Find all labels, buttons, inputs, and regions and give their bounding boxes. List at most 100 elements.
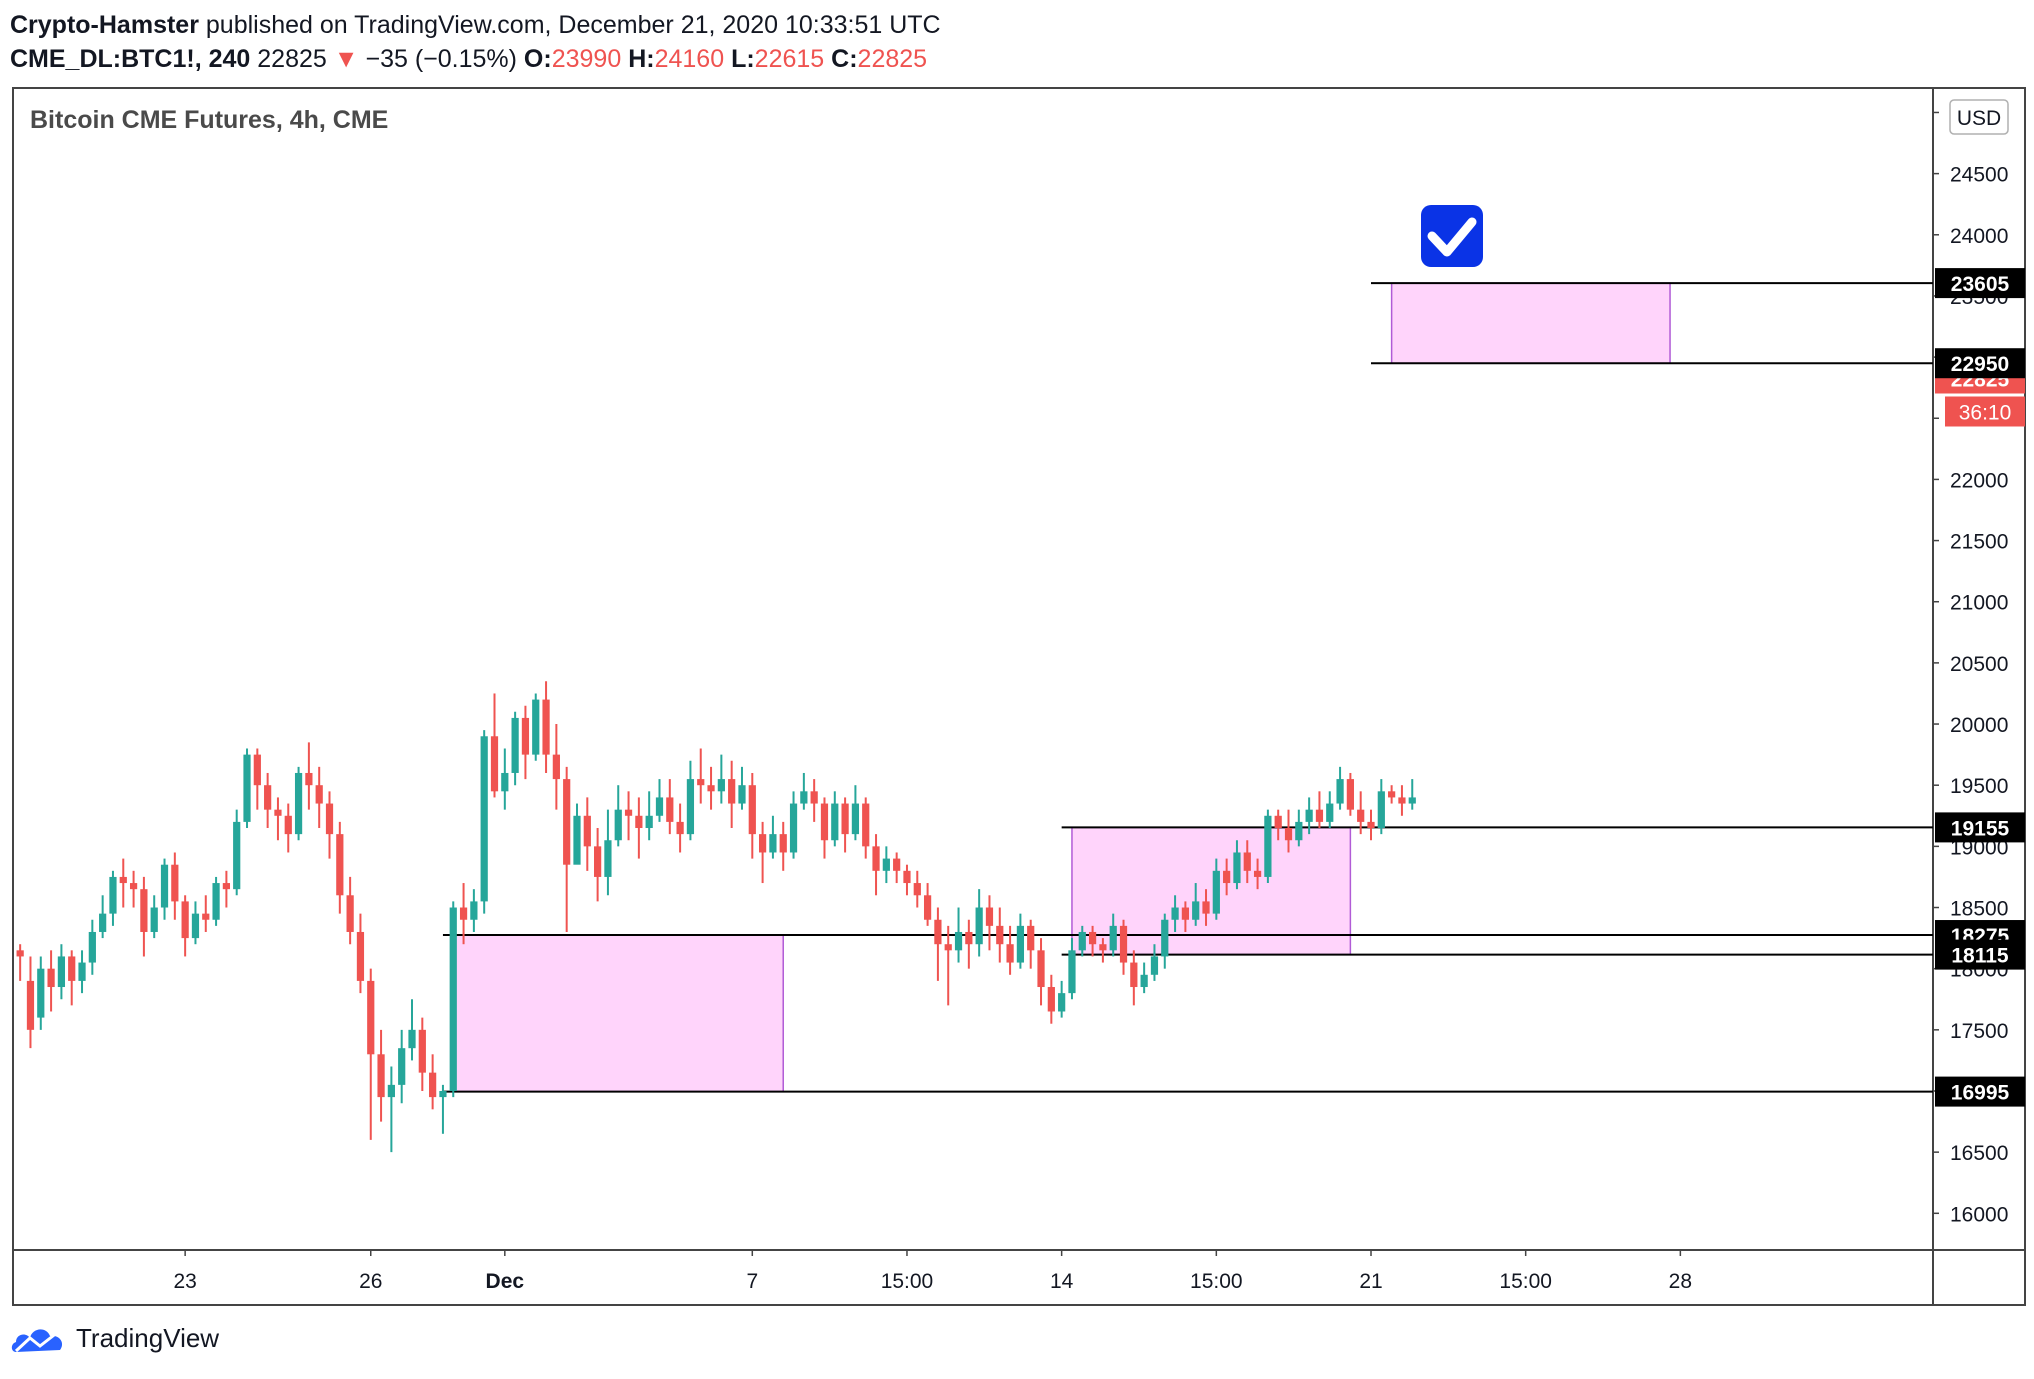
candle[interactable] [903,864,911,896]
candle[interactable] [1068,938,1076,1000]
candle[interactable] [758,821,767,884]
candle[interactable] [614,785,622,847]
candle[interactable] [171,852,179,920]
candle[interactable] [841,797,849,853]
candle[interactable] [666,779,674,835]
candle[interactable] [1047,974,1055,1024]
candle[interactable] [872,834,880,896]
candle[interactable] [1346,772,1354,816]
candle[interactable] [1398,785,1406,816]
candle[interactable] [944,925,952,1006]
candle[interactable] [356,913,365,994]
candle[interactable] [655,779,664,822]
candle[interactable] [1315,791,1324,829]
candle[interactable] [1192,883,1200,926]
candle[interactable] [697,748,705,804]
candle[interactable] [975,889,983,957]
candle[interactable] [480,730,488,914]
candle[interactable] [862,797,870,859]
candle[interactable] [985,895,994,951]
candle[interactable] [398,1029,406,1104]
candle[interactable] [99,895,107,939]
candle[interactable] [1058,980,1066,1018]
candle[interactable] [1181,901,1190,932]
candle[interactable] [583,797,591,871]
candle[interactable] [429,1054,437,1110]
candle[interactable] [501,748,509,810]
candle[interactable] [140,876,148,957]
candle[interactable] [1027,919,1035,969]
candle[interactable] [511,711,519,786]
candle[interactable] [191,901,200,945]
candle[interactable] [1016,913,1025,969]
candle[interactable] [1284,809,1293,853]
candle[interactable] [346,876,354,945]
candle[interactable] [1202,889,1210,926]
candle[interactable] [459,883,468,945]
candle[interactable] [305,742,313,810]
candle[interactable] [1233,840,1241,890]
candle[interactable] [1326,791,1334,829]
candle[interactable] [542,681,550,773]
candle[interactable] [573,803,581,865]
candle[interactable] [449,901,457,1098]
candle[interactable] [552,724,560,810]
candle[interactable] [1253,858,1262,890]
level-price-tag[interactable]: 23605 [1935,268,2025,299]
candle[interactable] [996,907,1004,963]
candle[interactable] [1099,938,1107,963]
candle[interactable] [748,772,756,859]
candle[interactable] [160,858,169,920]
candle[interactable] [1274,809,1282,841]
candle[interactable] [470,889,478,932]
candle[interactable] [37,956,45,1030]
candle[interactable] [717,754,725,804]
candle[interactable] [68,950,76,1006]
candle[interactable] [810,779,818,822]
level-price-tag[interactable]: 19155 [1935,812,2025,843]
candle[interactable] [325,791,334,859]
candle[interactable] [604,809,612,896]
candle[interactable] [1408,779,1416,810]
candle[interactable] [893,852,901,884]
candle[interactable] [78,950,86,994]
currency-button[interactable]: USD [1949,99,2009,135]
candle[interactable] [377,1029,385,1122]
tradingview-footer[interactable]: TradingView [10,1322,219,1354]
candle[interactable] [831,791,839,847]
candle[interactable] [387,1066,395,1153]
candle[interactable] [439,1084,447,1134]
candle[interactable] [820,797,829,859]
candle[interactable] [315,766,323,829]
candle[interactable] [594,828,602,902]
candle[interactable] [624,791,633,841]
candle[interactable] [202,895,210,932]
candle[interactable] [119,858,127,908]
candle[interactable] [284,803,292,853]
candle[interactable] [1336,766,1344,810]
candle[interactable] [418,1017,426,1091]
candle[interactable] [779,821,787,871]
candle[interactable] [800,772,808,810]
candle[interactable] [16,944,24,981]
supply-demand-zone[interactable] [1390,282,1671,364]
candle[interactable] [954,907,963,963]
candle[interactable] [707,766,715,810]
candle[interactable] [294,766,303,841]
candle[interactable] [1243,840,1251,884]
candle[interactable] [88,919,96,975]
candle[interactable] [521,705,530,780]
supply-demand-zone[interactable] [452,934,784,1093]
candle[interactable] [150,895,158,939]
candle[interactable] [233,809,241,896]
candle[interactable] [181,895,189,957]
candle[interactable] [686,760,695,841]
candle[interactable] [851,785,860,841]
candle[interactable] [934,907,942,981]
candle[interactable] [367,968,375,1140]
candle[interactable] [1377,779,1385,835]
candle[interactable] [789,791,798,859]
candle[interactable] [274,797,282,841]
candle[interactable] [728,760,736,829]
